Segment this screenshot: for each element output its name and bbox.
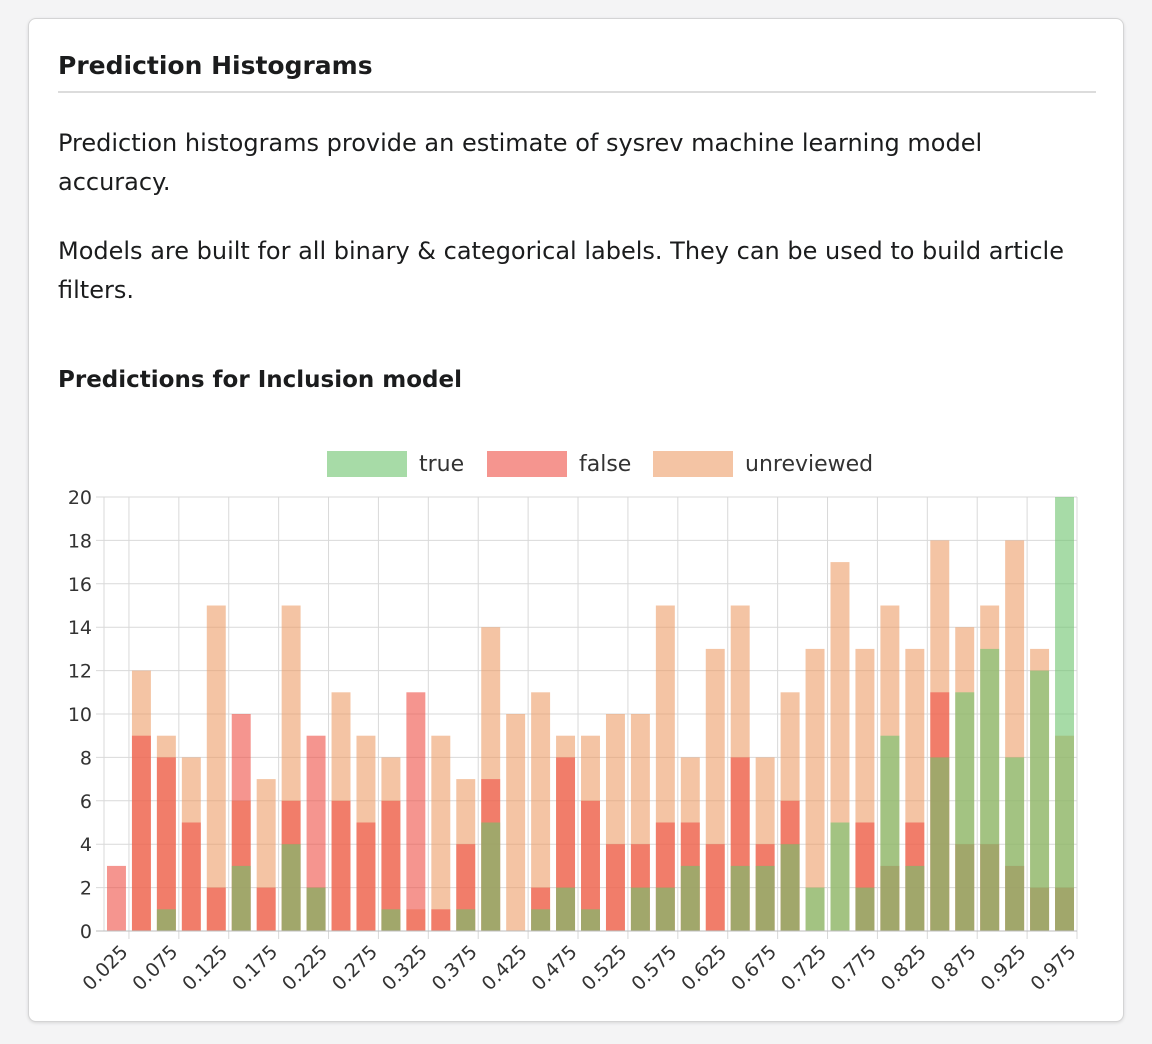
bar-false: [256, 887, 276, 931]
bar-true: [905, 865, 925, 931]
bar-false: [605, 844, 625, 931]
x-tick-label: 0.775: [827, 941, 881, 995]
x-tick-label: 0.125: [178, 941, 232, 995]
x-tick-label: 0.025: [78, 941, 132, 995]
x-tick-label: 0.175: [228, 941, 282, 995]
x-tick-label: 0.675: [727, 941, 781, 995]
legend-swatch-false: [487, 451, 567, 477]
section-title: Prediction Histograms: [58, 51, 373, 80]
y-tick-label: 14: [68, 617, 92, 639]
bar-true: [556, 887, 576, 931]
bar-false: [705, 844, 725, 931]
bar-true: [1030, 670, 1050, 931]
x-tick-label: 0.275: [328, 941, 382, 995]
bar-true: [1005, 757, 1025, 931]
bar-true: [231, 865, 251, 931]
y-tick-label: 8: [80, 747, 92, 769]
bar-unreviewed: [531, 692, 551, 931]
x-tick-label: 0.075: [128, 941, 182, 995]
y-tick-label: 18: [68, 530, 92, 552]
x-tick-label: 0.425: [478, 941, 532, 995]
bar-false: [131, 735, 151, 931]
bar-unreviewed: [506, 714, 526, 931]
bar-true: [980, 648, 1000, 931]
bar-true: [156, 909, 176, 931]
x-tick-label: 0.375: [428, 941, 482, 995]
prediction-histograms-card: Prediction Histograms Prediction histogr…: [28, 18, 1124, 1022]
x-tick-label: 0.725: [777, 941, 831, 995]
x-tick-label: 0.925: [977, 941, 1031, 995]
bar-unreviewed: [206, 605, 226, 931]
chart-legend: true false unreviewed: [327, 451, 873, 477]
x-tick-label: 0.625: [677, 941, 731, 995]
bar-true: [955, 692, 975, 931]
y-tick-label: 4: [80, 834, 92, 856]
x-tick-label: 0.325: [378, 941, 432, 995]
bar-true: [880, 735, 900, 931]
prediction-histogram-chart: true false unreviewed 0 2 4 6 8 10 12 14 16 18 20 0.0…: [68, 451, 1081, 995]
bar-true: [930, 757, 950, 931]
y-tick-label: 10: [68, 704, 92, 726]
x-tick-label: 0.825: [877, 941, 931, 995]
bar-true: [281, 844, 301, 931]
bar-false: [206, 887, 226, 931]
x-tick-label: 0.575: [627, 941, 681, 995]
bar-true: [755, 865, 775, 931]
chart-bars: [106, 497, 1075, 931]
bar-true: [855, 887, 875, 931]
bar-false: [106, 865, 126, 931]
bar-unreviewed: [431, 735, 451, 931]
bar-true: [805, 887, 825, 931]
chart-title: Predictions for Inclusion model: [58, 367, 462, 393]
chart-grid: [96, 496, 1078, 939]
bar-false: [581, 800, 600, 931]
title-divider: [58, 91, 1096, 93]
bar-true: [381, 909, 401, 931]
bar-true: [581, 909, 600, 931]
y-tick-label: 2: [80, 878, 92, 900]
bar-true: [481, 822, 501, 931]
bar-false: [156, 757, 176, 931]
description-paragraph: Models are built for all binary & catego…: [58, 237, 1064, 304]
x-tick-label: 0.225: [278, 941, 332, 995]
x-tick-label: 0.475: [528, 941, 582, 995]
bar-false: [331, 800, 351, 931]
y-tick-label: 12: [68, 661, 92, 683]
bar-true: [830, 822, 850, 931]
description-paragraph: Prediction histograms provide an estimat…: [58, 129, 983, 196]
bar-false: [356, 822, 376, 931]
bar-false: [181, 822, 201, 931]
bar-true: [655, 887, 675, 931]
bar-false: [556, 757, 576, 931]
legend-label-true: true: [419, 452, 464, 477]
legend-swatch-true: [327, 451, 407, 477]
bar-true: [531, 909, 551, 931]
bar-true: [730, 865, 750, 931]
legend-swatch-unreviewed: [653, 451, 733, 477]
x-tick-label: 0.875: [927, 941, 981, 995]
bar-true: [1055, 497, 1075, 931]
legend-label-unreviewed: unreviewed: [745, 452, 873, 477]
bar-false: [381, 800, 401, 931]
bar-false: [406, 692, 426, 931]
y-tick-label: 0: [80, 921, 92, 943]
y-tick-label: 16: [68, 574, 92, 596]
x-tick-label: 0.525: [577, 941, 631, 995]
x-tick-label: 0.975: [1027, 941, 1081, 995]
bar-true: [456, 909, 476, 931]
bar-false: [431, 909, 451, 931]
bar-true: [630, 887, 650, 931]
y-tick-label: 6: [80, 791, 92, 813]
bar-unreviewed: [805, 648, 825, 931]
bar-true: [306, 887, 326, 931]
bar-false: [306, 735, 326, 931]
legend-label-false: false: [579, 452, 631, 477]
bar-true: [680, 865, 700, 931]
bar-true: [780, 844, 800, 931]
y-tick-label: 20: [68, 487, 92, 509]
